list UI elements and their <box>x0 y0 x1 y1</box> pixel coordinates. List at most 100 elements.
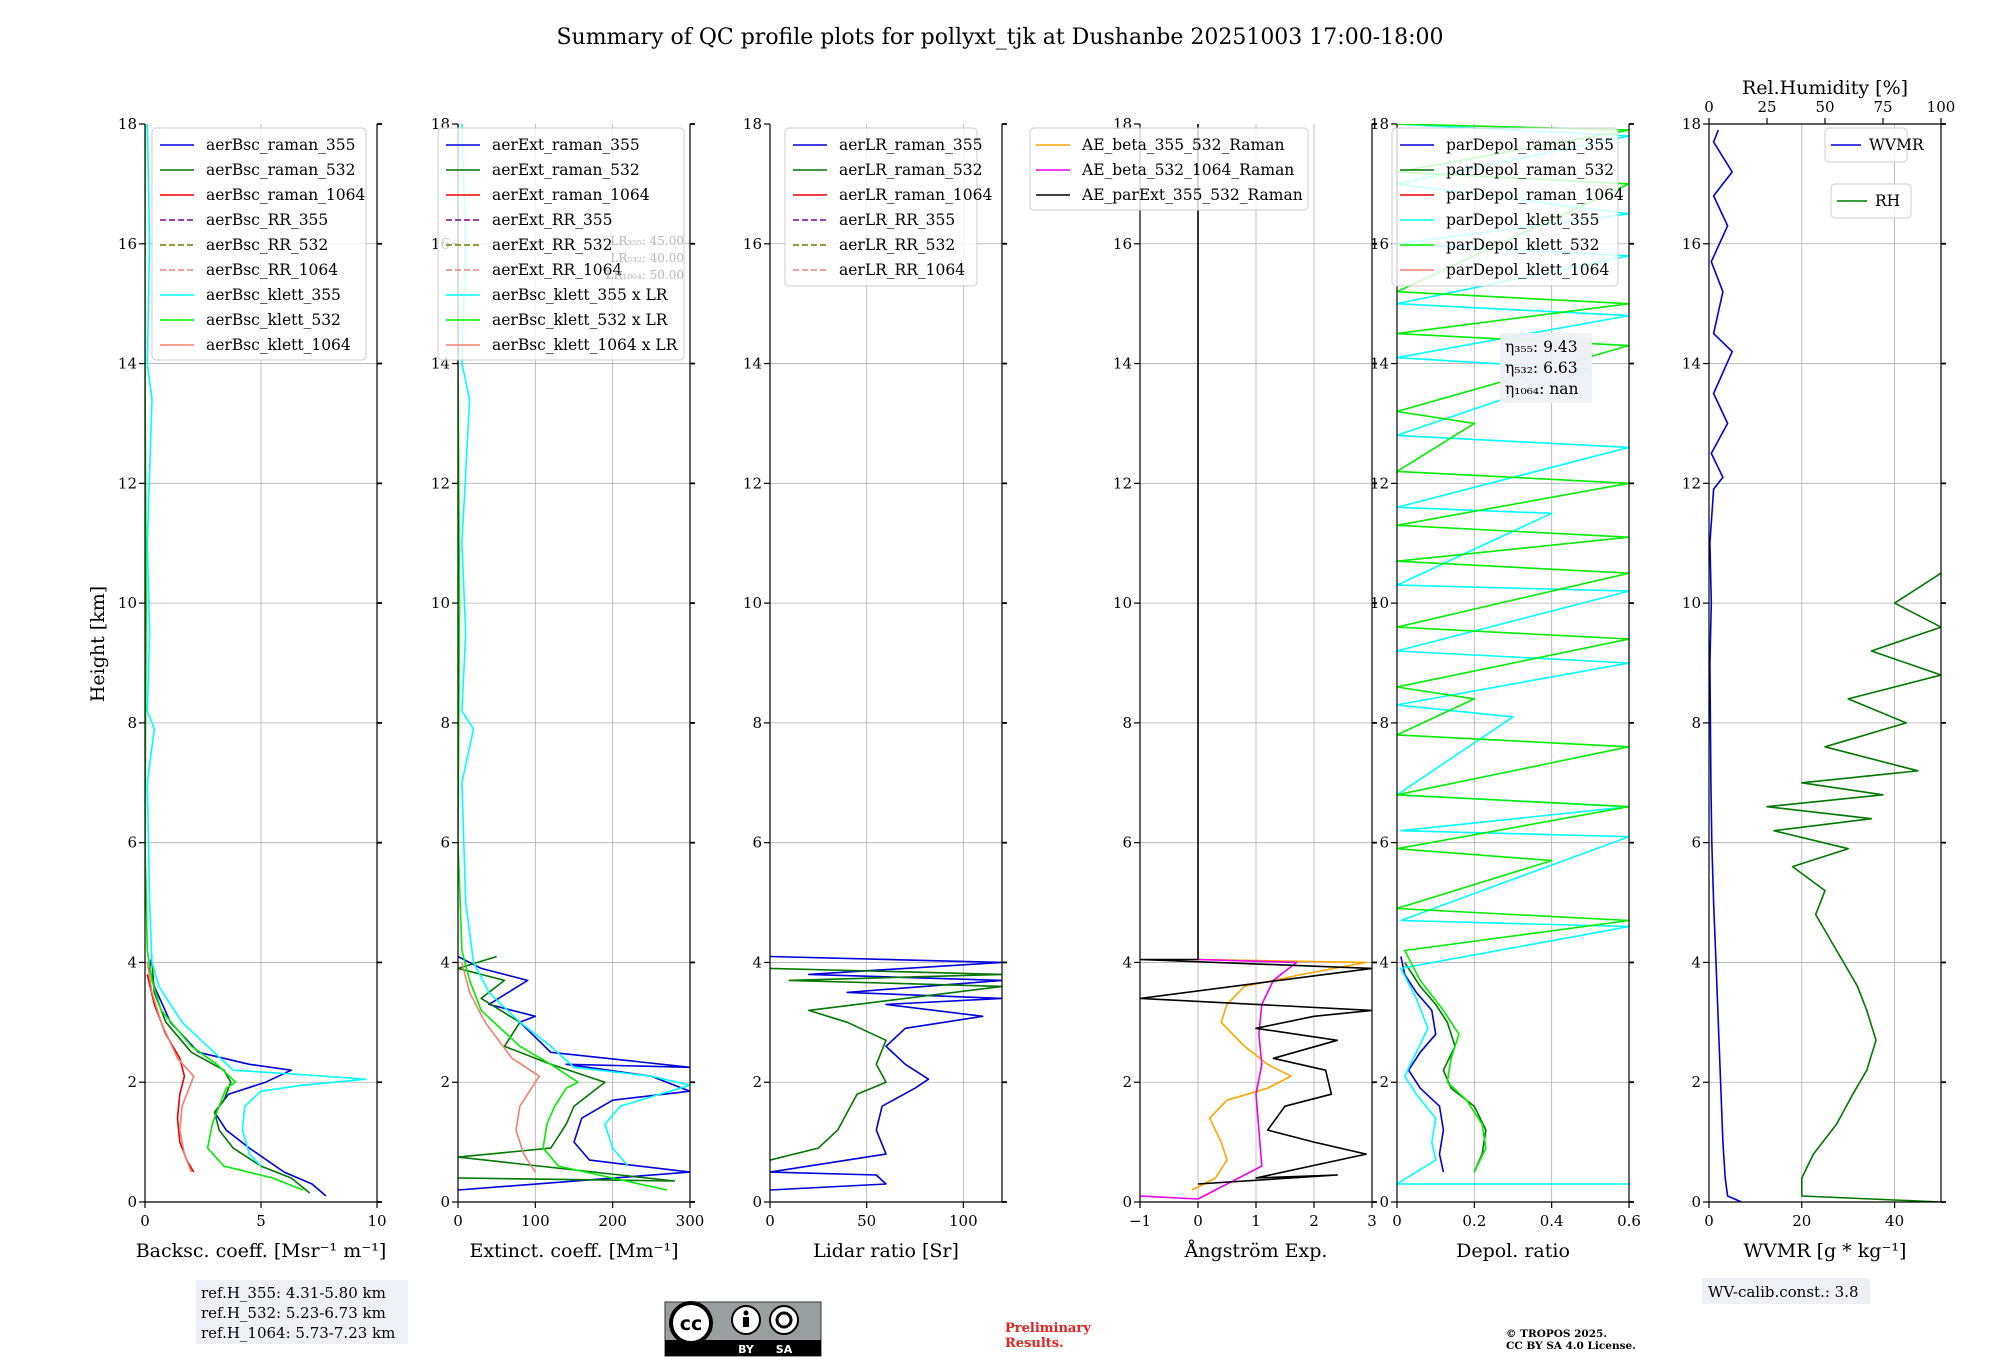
x-tick-label: 200 <box>598 1212 627 1230</box>
top-tick-label: 50 <box>1815 98 1834 116</box>
lr-note: LR₁₀₆₄: 50.00 <box>606 268 684 282</box>
y-tick-label: 12 <box>1682 474 1701 492</box>
data-lines <box>1397 124 1629 1185</box>
legend-label: aerBsc_raman_355 <box>206 136 356 154</box>
legend-frame <box>437 127 685 361</box>
top-tick-label: 0 <box>1704 98 1714 116</box>
legend: aerExt_raman_355 aerExt_raman_532 aerExt_r… <box>437 127 685 361</box>
x-tick-label: 0 <box>1704 1212 1714 1230</box>
y-tick-label: 8 <box>127 714 137 732</box>
eta-value: η₃₅₅: 9.43 <box>1505 338 1578 356</box>
data-lines <box>145 124 367 1197</box>
legend-label: aerLR_RR_1064 <box>839 261 965 279</box>
top-tick-label: 75 <box>1873 98 1892 116</box>
cc-by-label: BY <box>738 1343 755 1356</box>
y-tick-label: 8 <box>440 714 450 732</box>
y-tick-label: 6 <box>1691 834 1701 852</box>
y-tick-label: 16 <box>743 235 762 253</box>
y-tick-label: 0 <box>127 1193 137 1211</box>
series-line-aerLR_raman_355 <box>770 955 1002 1191</box>
y-tick-label: 4 <box>752 953 762 971</box>
series-line-WVMR <box>1709 129 1742 1202</box>
y-tick-label: 0 <box>1379 1193 1389 1211</box>
y-tick-label: 2 <box>127 1073 137 1091</box>
panel-ext: 0246810121416180100200300Extinct. coeff.… <box>431 115 704 1262</box>
y-tick-label: 12 <box>118 474 137 492</box>
legend-label: AE_beta_355_532_Raman <box>1081 136 1284 154</box>
legend-frame <box>1391 127 1619 287</box>
data-lines <box>1140 124 1372 1200</box>
y-tick-label: 6 <box>1379 834 1389 852</box>
y-tick-label: 4 <box>1379 953 1389 971</box>
y-tick-label: 12 <box>743 474 762 492</box>
cc-license-badge: cc BY SA <box>664 1301 822 1357</box>
legend-label: aerLR_raman_1064 <box>839 186 992 204</box>
y-tick-label: 18 <box>1370 115 1389 133</box>
panel-lr: 0 2 4 6 8 10 12 14 16 18 0 50 100 Lidar ratio [Sr] aer… <box>743 115 1007 1262</box>
x-axis-label: Lidar ratio [Sr] <box>813 1240 959 1262</box>
legend: WVMR RH <box>1824 127 1925 219</box>
y-tick-label: 14 <box>118 355 137 373</box>
y-tick-label: 10 <box>118 594 137 612</box>
series-line-AE_beta_355_532_Raman <box>1191 958 1367 1191</box>
y-tick-label: 6 <box>127 834 137 852</box>
y-tick-label: 2 <box>1691 1073 1701 1091</box>
cc-logo-text: cc <box>680 1313 703 1335</box>
legend-label: aerExt_raman_1064 <box>492 186 650 204</box>
legend-label: aerBsc_raman_532 <box>206 161 356 179</box>
legend-frame <box>1824 127 1908 163</box>
legend: aerBsc_raman_355 aerBsc_raman_532 aerBsc_r… <box>151 127 367 361</box>
copyright-line-1: © TROPOS 2025. <box>1506 1328 1607 1340</box>
x-axis-label: Depol. ratio <box>1456 1240 1570 1262</box>
y-tick-label: 16 <box>1113 235 1132 253</box>
y-tick-label: 16 <box>1370 235 1389 253</box>
series-line-parDepol_raman_355 <box>1400 956 1445 1173</box>
ref-heights-box: ref.H_355: 4.31-5.80 km ref.H_532: 5.23-… <box>196 1280 408 1344</box>
eta-box <box>1500 333 1592 403</box>
x-tick-label: 3 <box>1367 1212 1377 1230</box>
x-tick-label: 0.2 <box>1462 1212 1486 1230</box>
y-tick-label: 14 <box>1682 355 1701 373</box>
y-tick-label: 2 <box>440 1073 450 1091</box>
legend-label: RH <box>1875 192 1900 210</box>
top-tick-label: 25 <box>1757 98 1776 116</box>
x-tick-label: 0 <box>453 1212 463 1230</box>
y-tick-label: 4 <box>1122 953 1132 971</box>
x-tick-label: 40 <box>1885 1212 1904 1230</box>
y-tick-label: 14 <box>1113 355 1132 373</box>
y-tick-label: 14 <box>1370 355 1389 373</box>
legend-label: aerBsc_klett_532 <box>206 311 341 329</box>
legend: aerLR_raman_355 aerLR_raman_532 aerLR_rama… <box>784 127 992 287</box>
x-tick-label: 10 <box>367 1212 386 1230</box>
series-line-AE_beta_532_1064_Raman <box>1140 958 1298 1200</box>
legend-label: aerBsc_klett_1064 x LR <box>492 336 679 354</box>
y-tick-label: 16 <box>1682 235 1701 253</box>
legend-frame <box>1029 127 1309 211</box>
x-tick-label: −1 <box>1129 1212 1151 1230</box>
legend-label: parDepol_raman_355 <box>1446 136 1614 154</box>
y-tick-label: 0 <box>1122 1193 1132 1211</box>
legend-label: aerBsc_klett_532 x LR <box>492 311 669 329</box>
y-tick-label: 16 <box>118 235 137 253</box>
data-lines <box>770 955 1002 1191</box>
legend-label: WVMR <box>1869 136 1925 154</box>
legend-frame <box>151 127 367 361</box>
series-line-aerBsc_klett_1064 x LR <box>461 962 540 1173</box>
x-tick-label: 1 <box>1251 1212 1261 1230</box>
x-tick-label: 300 <box>676 1212 705 1230</box>
legend-label: aerExt_RR_355 <box>492 211 613 229</box>
top-tick-label: 100 <box>1927 98 1956 116</box>
y-tick-label: 12 <box>1370 474 1389 492</box>
preliminary-line-2: Results. <box>1005 1336 1064 1351</box>
y-tick-label: 4 <box>127 953 137 971</box>
legend-label: aerBsc_raman_1064 <box>206 186 366 204</box>
x-tick-label: 100 <box>949 1212 978 1230</box>
y-tick-label: 12 <box>431 474 450 492</box>
y-axis-label: Height [km] <box>87 586 109 702</box>
x-axis-label: Ångström Exp. <box>1184 1240 1328 1262</box>
y-tick-label: 6 <box>1122 834 1132 852</box>
legend-label: AE_parExt_355_532_Raman <box>1081 186 1303 204</box>
